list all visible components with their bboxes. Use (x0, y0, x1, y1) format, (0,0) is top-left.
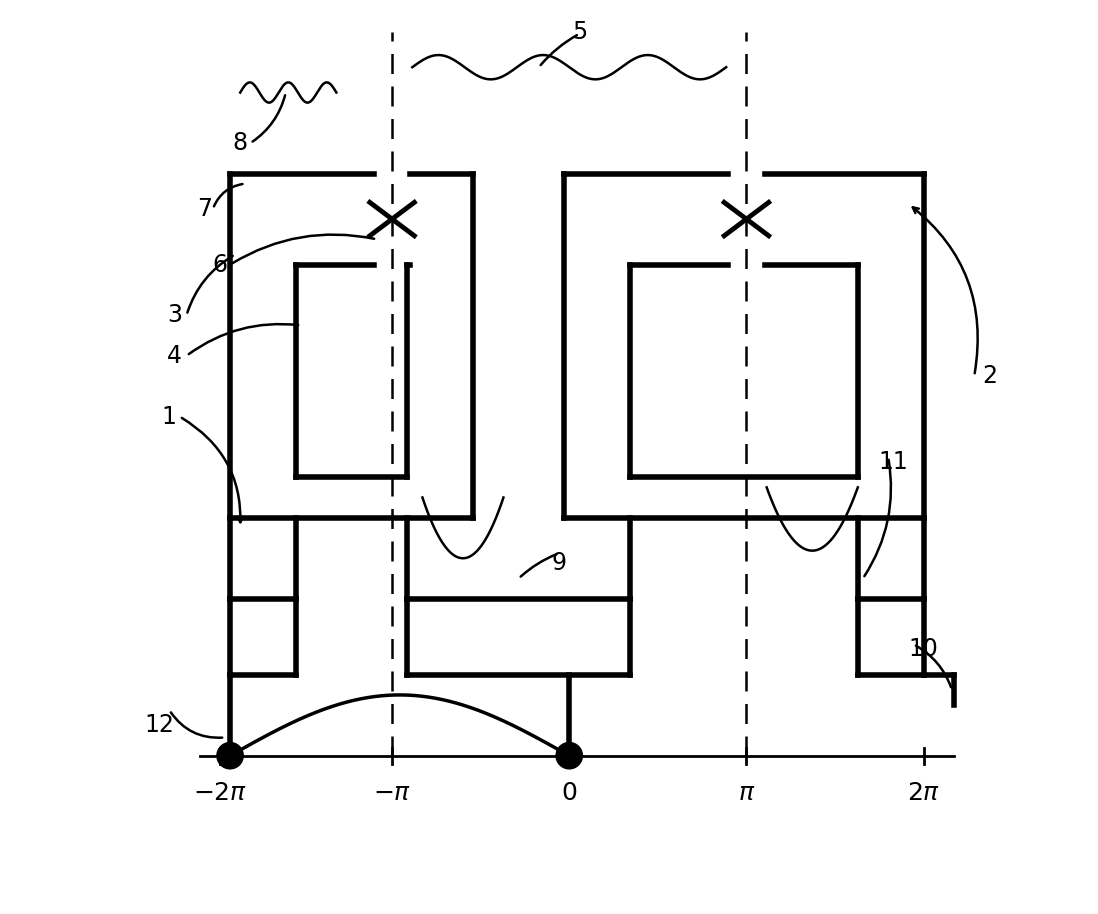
Text: 5: 5 (572, 20, 587, 44)
Text: 1: 1 (161, 405, 177, 429)
Text: $2π$: $2π$ (907, 781, 940, 805)
Text: 10: 10 (909, 637, 939, 662)
Text: $π$: $π$ (738, 781, 755, 805)
Text: 4: 4 (167, 344, 182, 367)
Text: 2: 2 (982, 364, 997, 388)
Text: 3: 3 (167, 303, 182, 327)
Text: 11: 11 (878, 450, 908, 474)
Text: 9: 9 (551, 551, 567, 575)
Circle shape (217, 742, 244, 769)
Text: $-2π$: $-2π$ (193, 781, 247, 805)
Circle shape (556, 742, 582, 769)
Text: 12: 12 (144, 713, 175, 738)
Text: $-π$: $-π$ (373, 781, 412, 805)
Text: 8: 8 (233, 131, 248, 155)
Text: $0$: $0$ (561, 781, 578, 805)
Text: 7: 7 (198, 197, 212, 221)
Text: 6: 6 (212, 252, 227, 277)
